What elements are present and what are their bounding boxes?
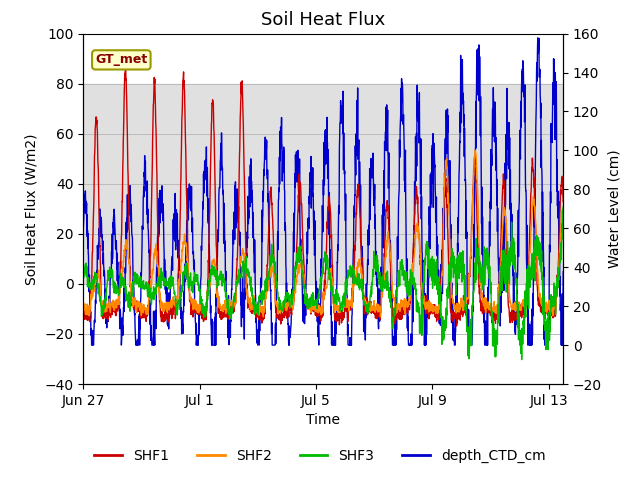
Y-axis label: Soil Heat Flux (W/m2): Soil Heat Flux (W/m2) bbox=[25, 133, 39, 285]
Y-axis label: Water Level (cm): Water Level (cm) bbox=[607, 149, 621, 268]
Legend: SHF1, SHF2, SHF3, depth_CTD_cm: SHF1, SHF2, SHF3, depth_CTD_cm bbox=[89, 443, 551, 468]
Title: Soil Heat Flux: Soil Heat Flux bbox=[261, 11, 385, 29]
Text: GT_met: GT_met bbox=[95, 53, 147, 66]
Bar bbox=[83, 84, 563, 284]
X-axis label: Time: Time bbox=[306, 413, 340, 427]
